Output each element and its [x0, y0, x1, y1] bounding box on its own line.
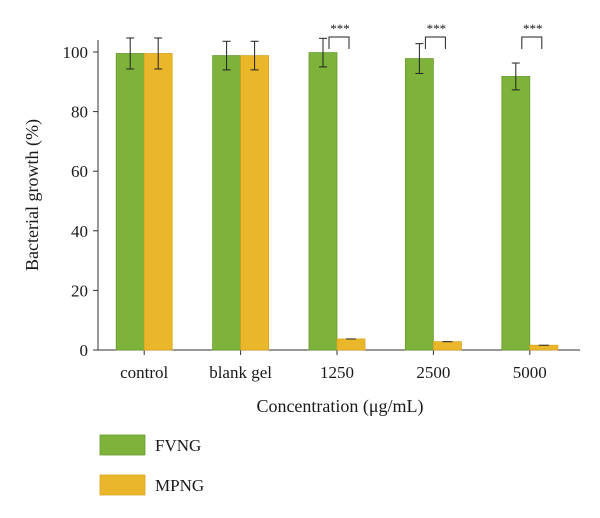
bar-mpng	[143, 53, 173, 351]
bars	[115, 37, 559, 351]
legend: FVNG MPNG	[99, 434, 204, 496]
y-tick-label: 20	[71, 281, 88, 300]
x-tick-label: 2500	[416, 363, 450, 382]
bar-mpng	[432, 341, 462, 351]
significance-bracket	[521, 36, 543, 49]
bar-mpng	[529, 344, 559, 351]
bar-fvng	[308, 52, 338, 351]
x-tick-label: control	[120, 363, 168, 382]
significance-label: ***	[330, 21, 350, 36]
y-tick-label: 100	[63, 43, 89, 62]
y-axis-title: Bacterial growth (%)	[22, 119, 43, 271]
significance-bracket	[328, 36, 350, 49]
x-axis: control blank gel 1250 2500 5000	[98, 349, 580, 382]
y-tick-label: 60	[71, 162, 88, 181]
y-axis: 0 20 40 60 80 100	[63, 40, 99, 360]
bar-fvng	[404, 58, 434, 351]
x-tick-label: 5000	[513, 363, 547, 382]
significance-label: ***	[427, 21, 447, 36]
x-tick-label: blank gel	[209, 363, 272, 382]
significance-markers: *** *** ***	[328, 21, 543, 49]
legend-label-mpng: MPNG	[155, 476, 204, 495]
bar-fvng	[212, 55, 242, 351]
bar-mpng	[240, 55, 270, 351]
bar-fvng	[501, 76, 531, 351]
x-axis-title: Concentration (μg/mL)	[256, 396, 423, 417]
significance-bracket	[424, 36, 446, 49]
significance-label: ***	[523, 21, 543, 36]
legend-swatch-mpng	[99, 474, 146, 496]
y-tick-label: 80	[71, 103, 88, 122]
bar-mpng	[336, 338, 366, 351]
y-tick-label: 40	[71, 222, 88, 241]
bar-fvng	[115, 53, 145, 351]
legend-label-fvng: FVNG	[155, 436, 201, 455]
y-tick-label: 0	[80, 341, 89, 360]
x-tick-label: 1250	[320, 363, 354, 382]
legend-swatch-fvng	[99, 434, 146, 456]
